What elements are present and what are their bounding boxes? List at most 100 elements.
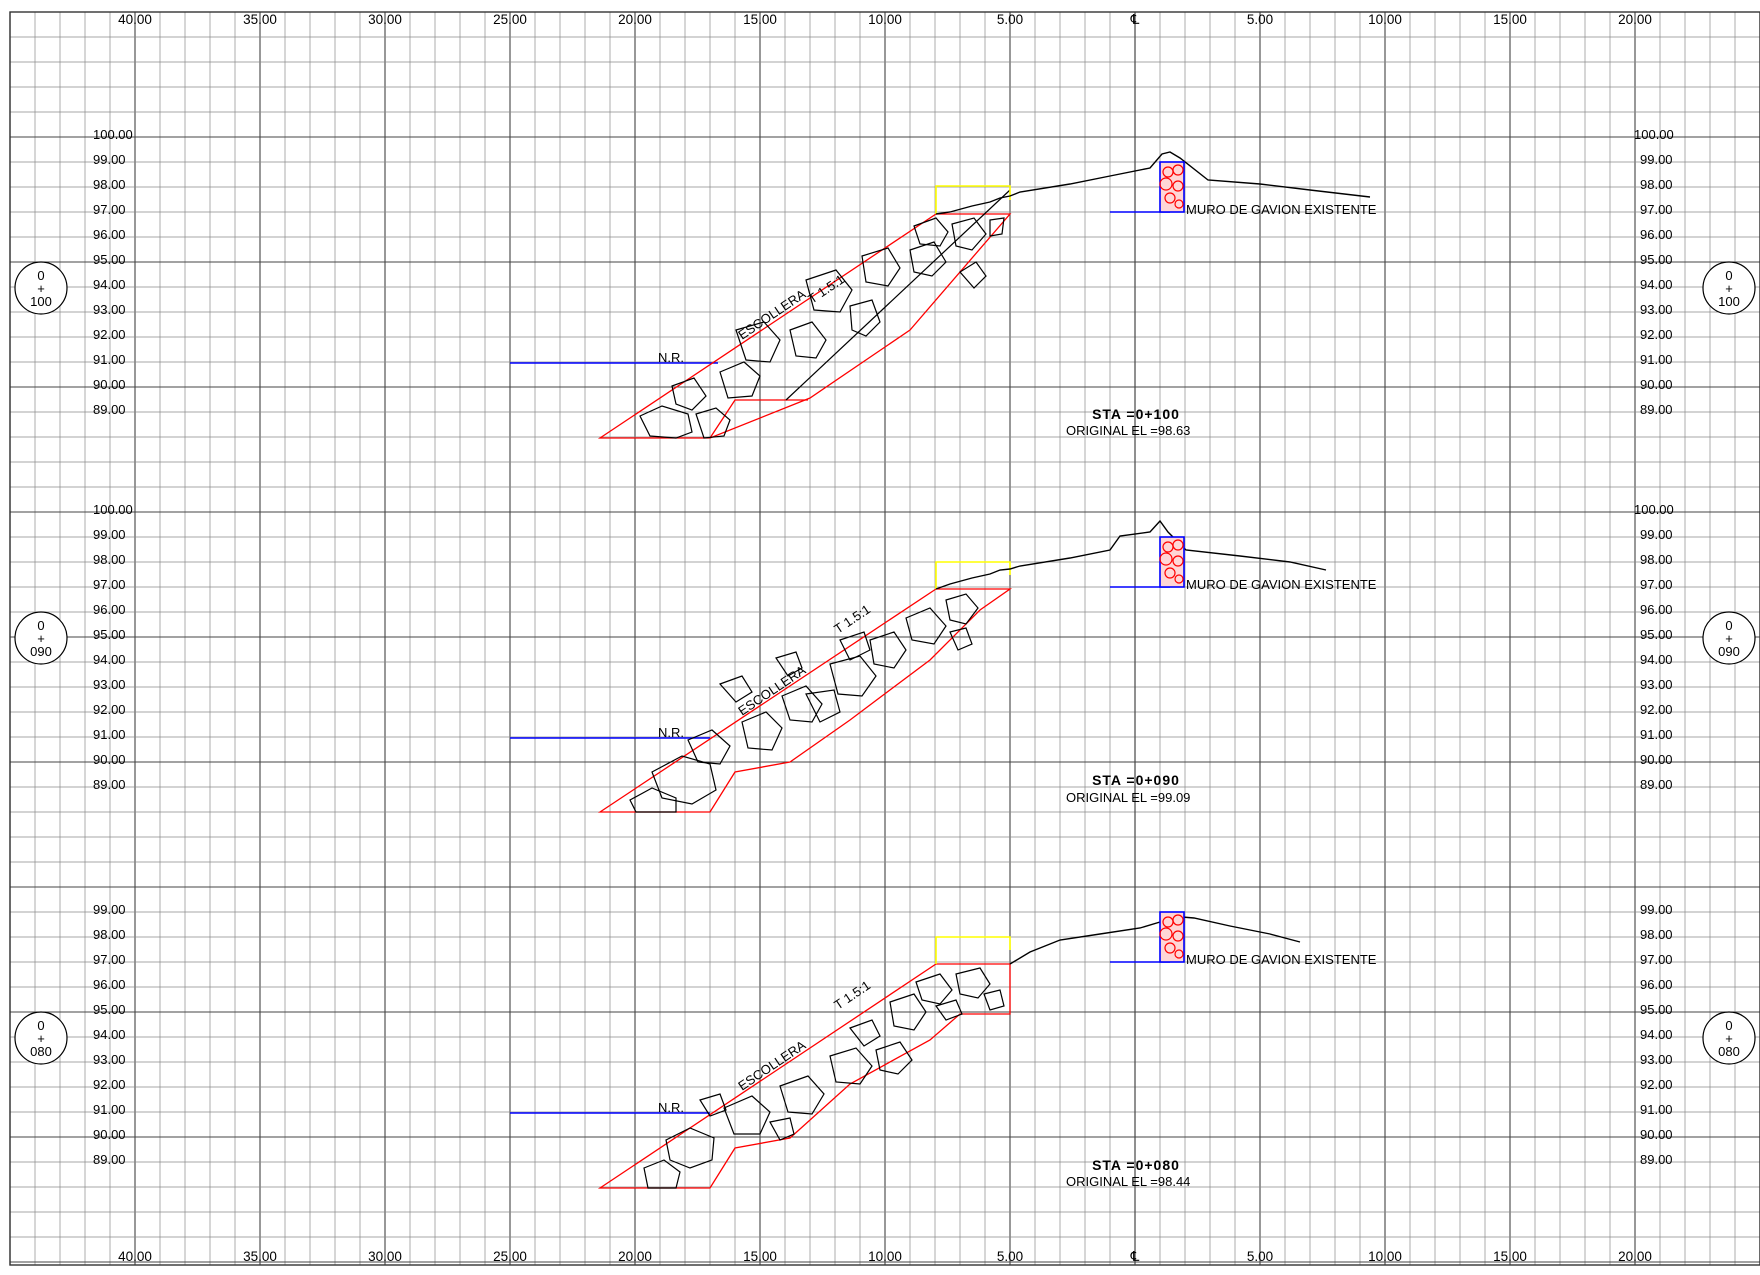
station-bubble-circle — [14, 261, 68, 315]
elevation-labels-left: 100.00 99.00 98.00 97.00 96.00 95.00 94.… — [93, 502, 133, 792]
top-axis-label: 25.00 — [493, 12, 527, 27]
elevation-label: 95.00 — [1640, 252, 1673, 267]
top-axis-label: 20.00 — [618, 12, 652, 27]
top-axis-label: 30.00 — [368, 12, 402, 27]
bottom-axis: 40.00 35.00 30.00 25.00 20.00 15.00 10.0… — [118, 1249, 1652, 1264]
bottom-axis-label: 35.00 — [243, 1249, 277, 1264]
station-bubble-text: + — [1725, 1031, 1733, 1046]
elevation-label: 99.00 — [93, 152, 126, 167]
elevation-label: 95.00 — [93, 252, 126, 267]
elevation-label: 90.00 — [1640, 752, 1673, 767]
elevation-label: 93.00 — [1640, 302, 1673, 317]
elevation-label: 99.00 — [93, 527, 126, 542]
elevation-label: 93.00 — [1640, 1052, 1673, 1067]
elevation-label: 97.00 — [93, 952, 126, 967]
elevation-label: 94.00 — [1640, 652, 1673, 667]
grid-lines — [9, 11, 1760, 1266]
station-title: STA =0+090 — [1092, 772, 1180, 788]
elevation-label: 96.00 — [1640, 227, 1673, 242]
elevation-label: 92.00 — [1640, 702, 1673, 717]
station-bubble-right: 0 + 090 — [1702, 611, 1756, 665]
original-elevation: ORIGINAL EL =98.44 — [1066, 1174, 1190, 1189]
centerline-symbol: ℄ — [1130, 1249, 1140, 1264]
water-level-label: N.R. — [658, 1100, 684, 1115]
bottom-axis-label: 20.00 — [618, 1249, 652, 1264]
station-bubble-text: 080 — [30, 1044, 52, 1059]
elevation-label: 92.00 — [93, 702, 126, 717]
station-bubble-left: 0 + 090 — [14, 611, 68, 665]
gabion-stones — [1159, 914, 1184, 959]
elevation-label: 94.00 — [93, 1027, 126, 1042]
elevation-label: 94.00 — [93, 652, 126, 667]
gabion-label: MURO DE GAVION EXISTENTE — [1186, 202, 1377, 217]
elevation-label: 91.00 — [1640, 352, 1673, 367]
elevation-label: 95.00 — [1640, 1002, 1673, 1017]
elevation-label: 95.00 — [1640, 627, 1673, 642]
station-bubble-right: 0 + 080 — [1702, 1011, 1756, 1065]
station-bubble-text: + — [1725, 631, 1733, 646]
elevation-label: 100.00 — [93, 502, 133, 517]
top-axis-label: 5.00 — [1247, 12, 1273, 27]
station-bubble-circle — [1702, 261, 1756, 315]
elevation-label: 93.00 — [93, 302, 126, 317]
elevation-label: 91.00 — [93, 352, 126, 367]
bottom-axis-label: 5.00 — [997, 1249, 1023, 1264]
elevation-label: 99.00 — [1640, 152, 1673, 167]
riprap-inner-line — [709, 399, 808, 439]
water-level-label: N.R. — [658, 350, 684, 365]
elevation-label: 96.00 — [93, 227, 126, 242]
riprap-stones — [629, 593, 979, 813]
elevation-label: 97.00 — [1640, 952, 1673, 967]
drawing-frame — [9, 11, 1760, 1266]
gabion-stones — [1159, 539, 1184, 584]
gabion-wall — [1159, 161, 1185, 213]
station-bubble-text: 090 — [30, 644, 52, 659]
elevation-label: 91.00 — [93, 1102, 126, 1117]
station-bubble-text: 100 — [30, 294, 52, 309]
elevation-label: 95.00 — [93, 1002, 126, 1017]
elevation-label: 98.00 — [1640, 552, 1673, 567]
bottom-axis-label: 40.00 — [118, 1249, 152, 1264]
bottom-axis-label: 15.00 — [1493, 1249, 1527, 1264]
elevation-label: 90.00 — [93, 752, 126, 767]
station-bubble-circle — [1702, 1011, 1756, 1065]
bottom-axis-label: 20.00 — [1618, 1249, 1652, 1264]
terrain-profile — [935, 519, 1327, 590]
elevation-label: 97.00 — [93, 577, 126, 592]
riprap-outline — [597, 588, 1013, 813]
elevation-label: 98.00 — [1640, 177, 1673, 192]
elevation-label: 94.00 — [1640, 1027, 1673, 1042]
bottom-axis-label: 10.00 — [868, 1249, 902, 1264]
crown-marker-bracket — [935, 185, 1011, 214]
terrain-profile — [935, 151, 1371, 215]
elevation-labels-right: 99.00 98.00 97.00 96.00 95.00 94.00 93.0… — [1640, 902, 1673, 1167]
station-bubble-text: 0 — [37, 618, 44, 633]
elevation-label: 89.00 — [1640, 1152, 1673, 1167]
elevation-label: 97.00 — [1640, 202, 1673, 217]
top-axis: 40.00 35.00 30.00 25.00 20.00 15.00 10.0… — [118, 12, 1652, 27]
top-axis-label: 15.00 — [743, 12, 777, 27]
elevation-label: 96.00 — [93, 977, 126, 992]
centerline-symbol: ℄ — [1130, 12, 1140, 27]
station-bubble-circle — [14, 1011, 68, 1065]
riprap-stones — [643, 967, 1005, 1189]
elevation-label: 94.00 — [1640, 277, 1673, 292]
elevation-label: 99.00 — [93, 902, 126, 917]
station-title: STA =0+080 — [1092, 1157, 1180, 1173]
elevation-label: 96.00 — [1640, 602, 1673, 617]
elevation-label: 93.00 — [93, 677, 126, 692]
station-bubble-text: 0 — [37, 1018, 44, 1033]
elevation-label: 98.00 — [93, 177, 126, 192]
elevation-label: 91.00 — [93, 727, 126, 742]
elevation-labels-right: 100.00 99.00 98.00 97.00 96.00 95.00 94.… — [1634, 502, 1674, 792]
gabion-label: MURO DE GAVION EXISTENTE — [1186, 577, 1377, 592]
elevation-label: 90.00 — [1640, 377, 1673, 392]
bottom-axis-label: 15.00 — [743, 1249, 777, 1264]
top-axis-label: 5.00 — [997, 12, 1023, 27]
station-bubble-text: 0 — [1725, 268, 1732, 283]
station-bubble-text: 100 — [1718, 294, 1740, 309]
gabion-wall — [1159, 911, 1185, 963]
elevation-label: 93.00 — [1640, 677, 1673, 692]
bottom-axis-label: 25.00 — [493, 1249, 527, 1264]
